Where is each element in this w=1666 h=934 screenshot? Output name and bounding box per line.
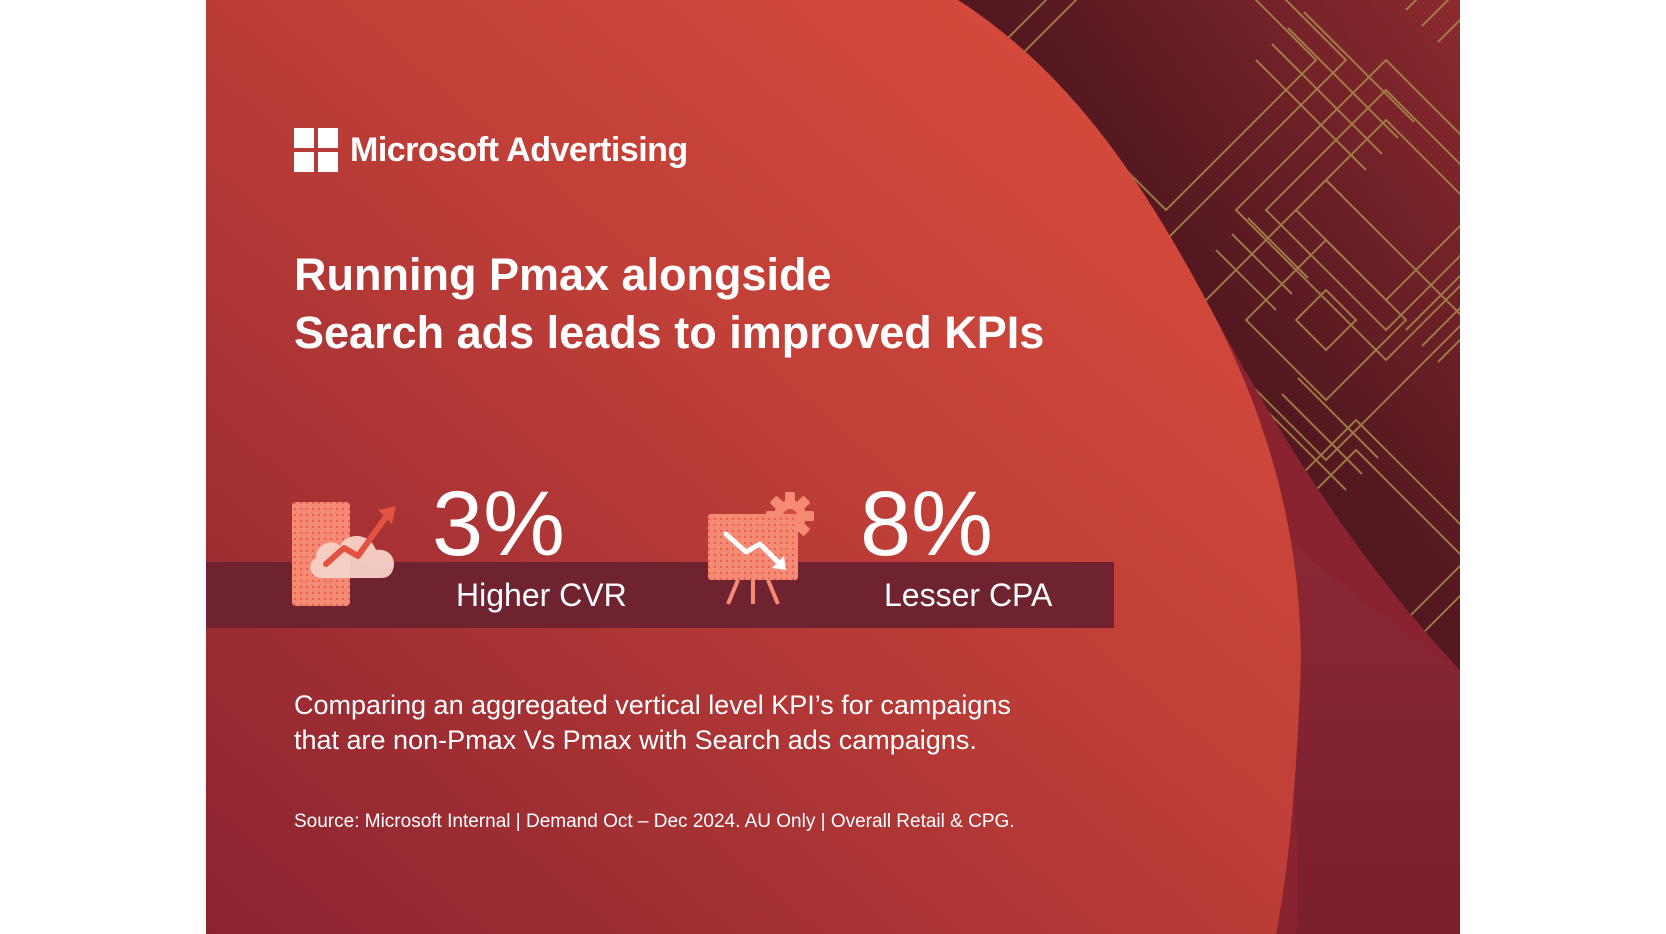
- presentation-declining-chart-gear-icon: [708, 492, 814, 605]
- description: Comparing an aggregated vertical level K…: [294, 688, 1194, 758]
- stat-label-cvr: Higher CVR: [456, 577, 627, 613]
- headline-line-1: Running Pmax alongside: [294, 249, 832, 300]
- description-line-2: that are non-Pmax Vs Pmax with Search ad…: [294, 725, 977, 755]
- promo-card: Microsoft Advertising Running Pmax along…: [206, 0, 1460, 934]
- microsoft-logo-icon: [294, 128, 338, 172]
- stat-value-cvr: 3%: [432, 473, 565, 575]
- stat-value-cpa: 8%: [860, 473, 993, 575]
- brand-logo: Microsoft Advertising: [294, 128, 688, 172]
- description-line-1: Comparing an aggregated vertical level K…: [294, 690, 1011, 720]
- brand-name: Microsoft Advertising: [350, 130, 688, 169]
- source-note: Source: Microsoft Internal | Demand Oct …: [294, 811, 1015, 832]
- headline-line-2: Search ads leads to improved KPIs: [294, 307, 1045, 358]
- headline: Running Pmax alongside Search ads leads …: [294, 246, 1194, 362]
- cloud-rising-chart-icon: [292, 502, 396, 606]
- background-graphic: [206, 0, 1460, 934]
- stat-label-cpa: Lesser CPA: [884, 577, 1053, 613]
